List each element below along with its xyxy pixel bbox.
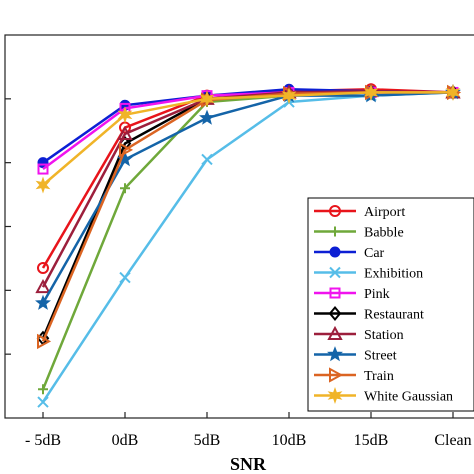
- data-point-triangle-right: [119, 142, 134, 158]
- data-point-triangle: [117, 125, 133, 140]
- series-line-white-gaussian: [42, 91, 453, 186]
- data-point-circle: [329, 205, 341, 217]
- data-point-triangle-right: [329, 367, 344, 383]
- legend-label: Exhibition: [364, 267, 423, 282]
- legend-item-street: Street: [314, 346, 397, 364]
- data-point-triangle: [327, 325, 343, 340]
- legend-item-restaurant: Restaurant: [314, 305, 424, 323]
- data-point-hexagram: [363, 83, 379, 101]
- series-layer: [35, 83, 462, 408]
- data-point-triangle: [35, 279, 51, 294]
- data-point-x: [119, 271, 131, 284]
- legend-label: White Gaussian: [364, 390, 453, 405]
- legend-item-airport: Airport: [314, 205, 405, 220]
- x-tick-label: 5dB: [194, 432, 221, 449]
- series-white-gaussian: [35, 83, 461, 194]
- data-point-x: [37, 396, 49, 408]
- data-point-hexagram: [117, 106, 133, 124]
- legend-item-car: Car: [314, 246, 385, 261]
- legend-label: Street: [364, 349, 397, 364]
- x-tick-label: 15dB: [354, 432, 389, 449]
- data-point-plus: [120, 183, 130, 194]
- data-point-hexagram: [199, 90, 215, 108]
- x-axis-ticks: - 5dB 0dB 5dB 10dB 15dB Clean: [25, 412, 472, 449]
- legend-label: Pink: [364, 287, 390, 302]
- data-point-hexagram: [327, 386, 343, 405]
- legend: Airport Babble Car Exhibition Pink Restaurant…: [307, 197, 474, 412]
- legend-item-exhibition: Exhibition: [314, 267, 423, 282]
- data-point-hexagram: [281, 87, 297, 105]
- data-point-square: [37, 163, 49, 175]
- x-tick-label: 0dB: [112, 432, 139, 449]
- data-point-circle: [37, 261, 49, 274]
- legend-label: Airport: [364, 205, 405, 220]
- data-point-triangle-right: [37, 333, 52, 350]
- legend-item-pink: Pink: [314, 287, 390, 302]
- data-point-star: [327, 346, 343, 362]
- legend-item-train: Train: [314, 367, 394, 384]
- data-point-x: [329, 266, 341, 279]
- data-point-dot: [329, 246, 341, 258]
- x-tick-label: Clean: [434, 432, 471, 449]
- data-point-square: [329, 287, 341, 299]
- data-point-plus: [330, 226, 340, 237]
- legend-label: Car: [364, 246, 385, 261]
- data-point-star: [35, 294, 51, 310]
- legend-label: Babble: [364, 226, 404, 241]
- data-point-plus: [38, 384, 48, 395]
- series-line-car: [42, 88, 454, 164]
- y-axis-ticks: [5, 98, 11, 355]
- legend-label: Station: [364, 328, 404, 343]
- data-point-star: [117, 151, 133, 167]
- data-point-hexagram: [445, 83, 461, 101]
- legend-label: Train: [364, 369, 394, 384]
- x-tick-label: - 5dB: [25, 432, 61, 449]
- legend-item-station: Station: [314, 325, 404, 343]
- x-tick-label: 10dB: [272, 432, 307, 449]
- legend-item-white-gaussian: White Gaussian: [314, 386, 453, 405]
- data-point-hexagram: [35, 176, 51, 194]
- legend-item-babble: Babble: [314, 226, 404, 241]
- data-point-x: [201, 153, 213, 166]
- data-point-diamond: [328, 305, 342, 322]
- x-axis-title: SNR: [230, 454, 267, 474]
- legend-label: Restaurant: [364, 308, 424, 323]
- data-point-star: [199, 109, 215, 125]
